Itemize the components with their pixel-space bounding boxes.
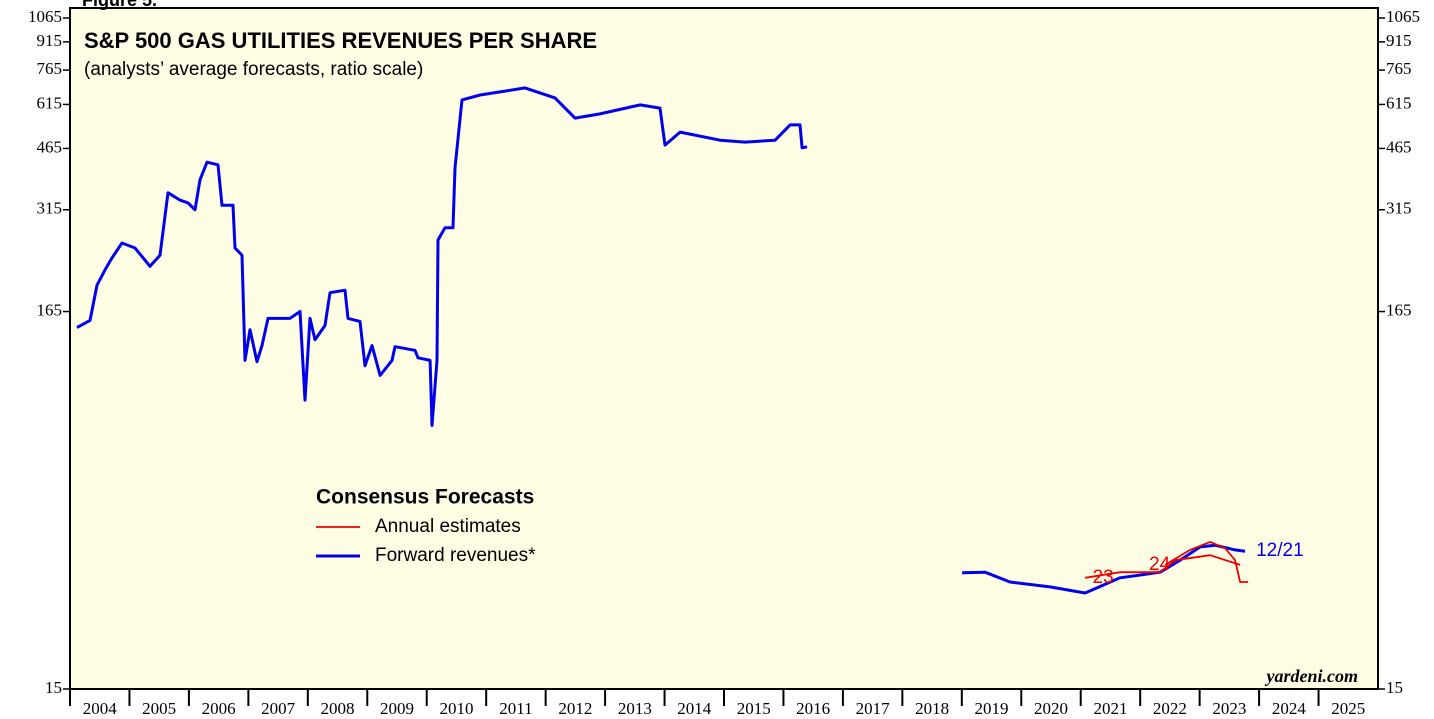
x-tick-label: 2023 bbox=[1212, 699, 1246, 718]
series-line bbox=[1084, 554, 1241, 579]
plot-area bbox=[69, 7, 1379, 690]
y-tick-label: 1065 bbox=[28, 7, 62, 26]
annotation: 12/21 bbox=[1256, 540, 1304, 561]
x-tick-label: 2011 bbox=[499, 699, 532, 718]
x-tick-label: 2017 bbox=[856, 699, 891, 718]
x-tick-label: 2010 bbox=[439, 699, 473, 718]
y-tick-label-right: 15 bbox=[1386, 678, 1403, 697]
x-tick-label: 2014 bbox=[677, 699, 712, 718]
y-tick-label-right: 315 bbox=[1386, 199, 1412, 218]
x-tick-label: 2019 bbox=[975, 699, 1009, 718]
x-tick-label: 2004 bbox=[83, 699, 118, 718]
y-tick-label: 165 bbox=[37, 300, 63, 319]
source: yardeni.com bbox=[1265, 666, 1359, 686]
x-tick-label: 2007 bbox=[261, 699, 296, 718]
legend-label: Annual estimates bbox=[375, 516, 521, 537]
annotation: 23 bbox=[1093, 567, 1114, 588]
y-tick-label-right: 465 bbox=[1386, 137, 1412, 156]
legend-title: Consensus Forecasts bbox=[316, 486, 534, 509]
x-tick-label: 2022 bbox=[1153, 699, 1187, 718]
y-tick-label: 15 bbox=[45, 678, 62, 697]
y-tick-label: 915 bbox=[37, 31, 63, 50]
x-tick-label: 2021 bbox=[1093, 699, 1127, 718]
series-line bbox=[1164, 541, 1249, 583]
x-tick-label: 2008 bbox=[321, 699, 355, 718]
y-tick-label-right: 165 bbox=[1386, 300, 1412, 319]
y-tick-label-right: 615 bbox=[1386, 93, 1412, 112]
chart-subtitle: (analysts’ average forecasts, ratio scal… bbox=[84, 59, 423, 80]
y-tick-label-right: 1065 bbox=[1386, 7, 1420, 26]
x-tick-label: 2025 bbox=[1331, 699, 1365, 718]
y-tick-label: 465 bbox=[37, 137, 63, 156]
legend-label: Forward revenues* bbox=[375, 545, 536, 566]
y-tick-label-right: 915 bbox=[1386, 31, 1412, 50]
y-tick-label: 615 bbox=[37, 93, 63, 112]
figure-label: Figure 5. bbox=[82, 0, 157, 10]
x-tick-label: 2005 bbox=[142, 699, 176, 718]
x-tick-label: 2006 bbox=[202, 699, 236, 718]
x-tick-label: 2024 bbox=[1272, 699, 1307, 718]
x-tick-label: 2016 bbox=[796, 699, 830, 718]
y-tick-label: 765 bbox=[37, 59, 63, 78]
annotation: 24 bbox=[1149, 554, 1171, 575]
x-tick-label: 2020 bbox=[1034, 699, 1068, 718]
series-line bbox=[76, 86, 808, 427]
x-tick-label: 2009 bbox=[380, 699, 414, 718]
x-tick-label: 2015 bbox=[737, 699, 771, 718]
chart-title: S&P 500 GAS UTILITIES REVENUES PER SHARE bbox=[84, 28, 597, 53]
x-tick-label: 2012 bbox=[558, 699, 592, 718]
x-tick-label: 2018 bbox=[915, 699, 949, 718]
x-tick-label: 2013 bbox=[618, 699, 652, 718]
y-tick-label: 315 bbox=[37, 199, 63, 218]
y-tick-label-right: 765 bbox=[1386, 59, 1412, 78]
